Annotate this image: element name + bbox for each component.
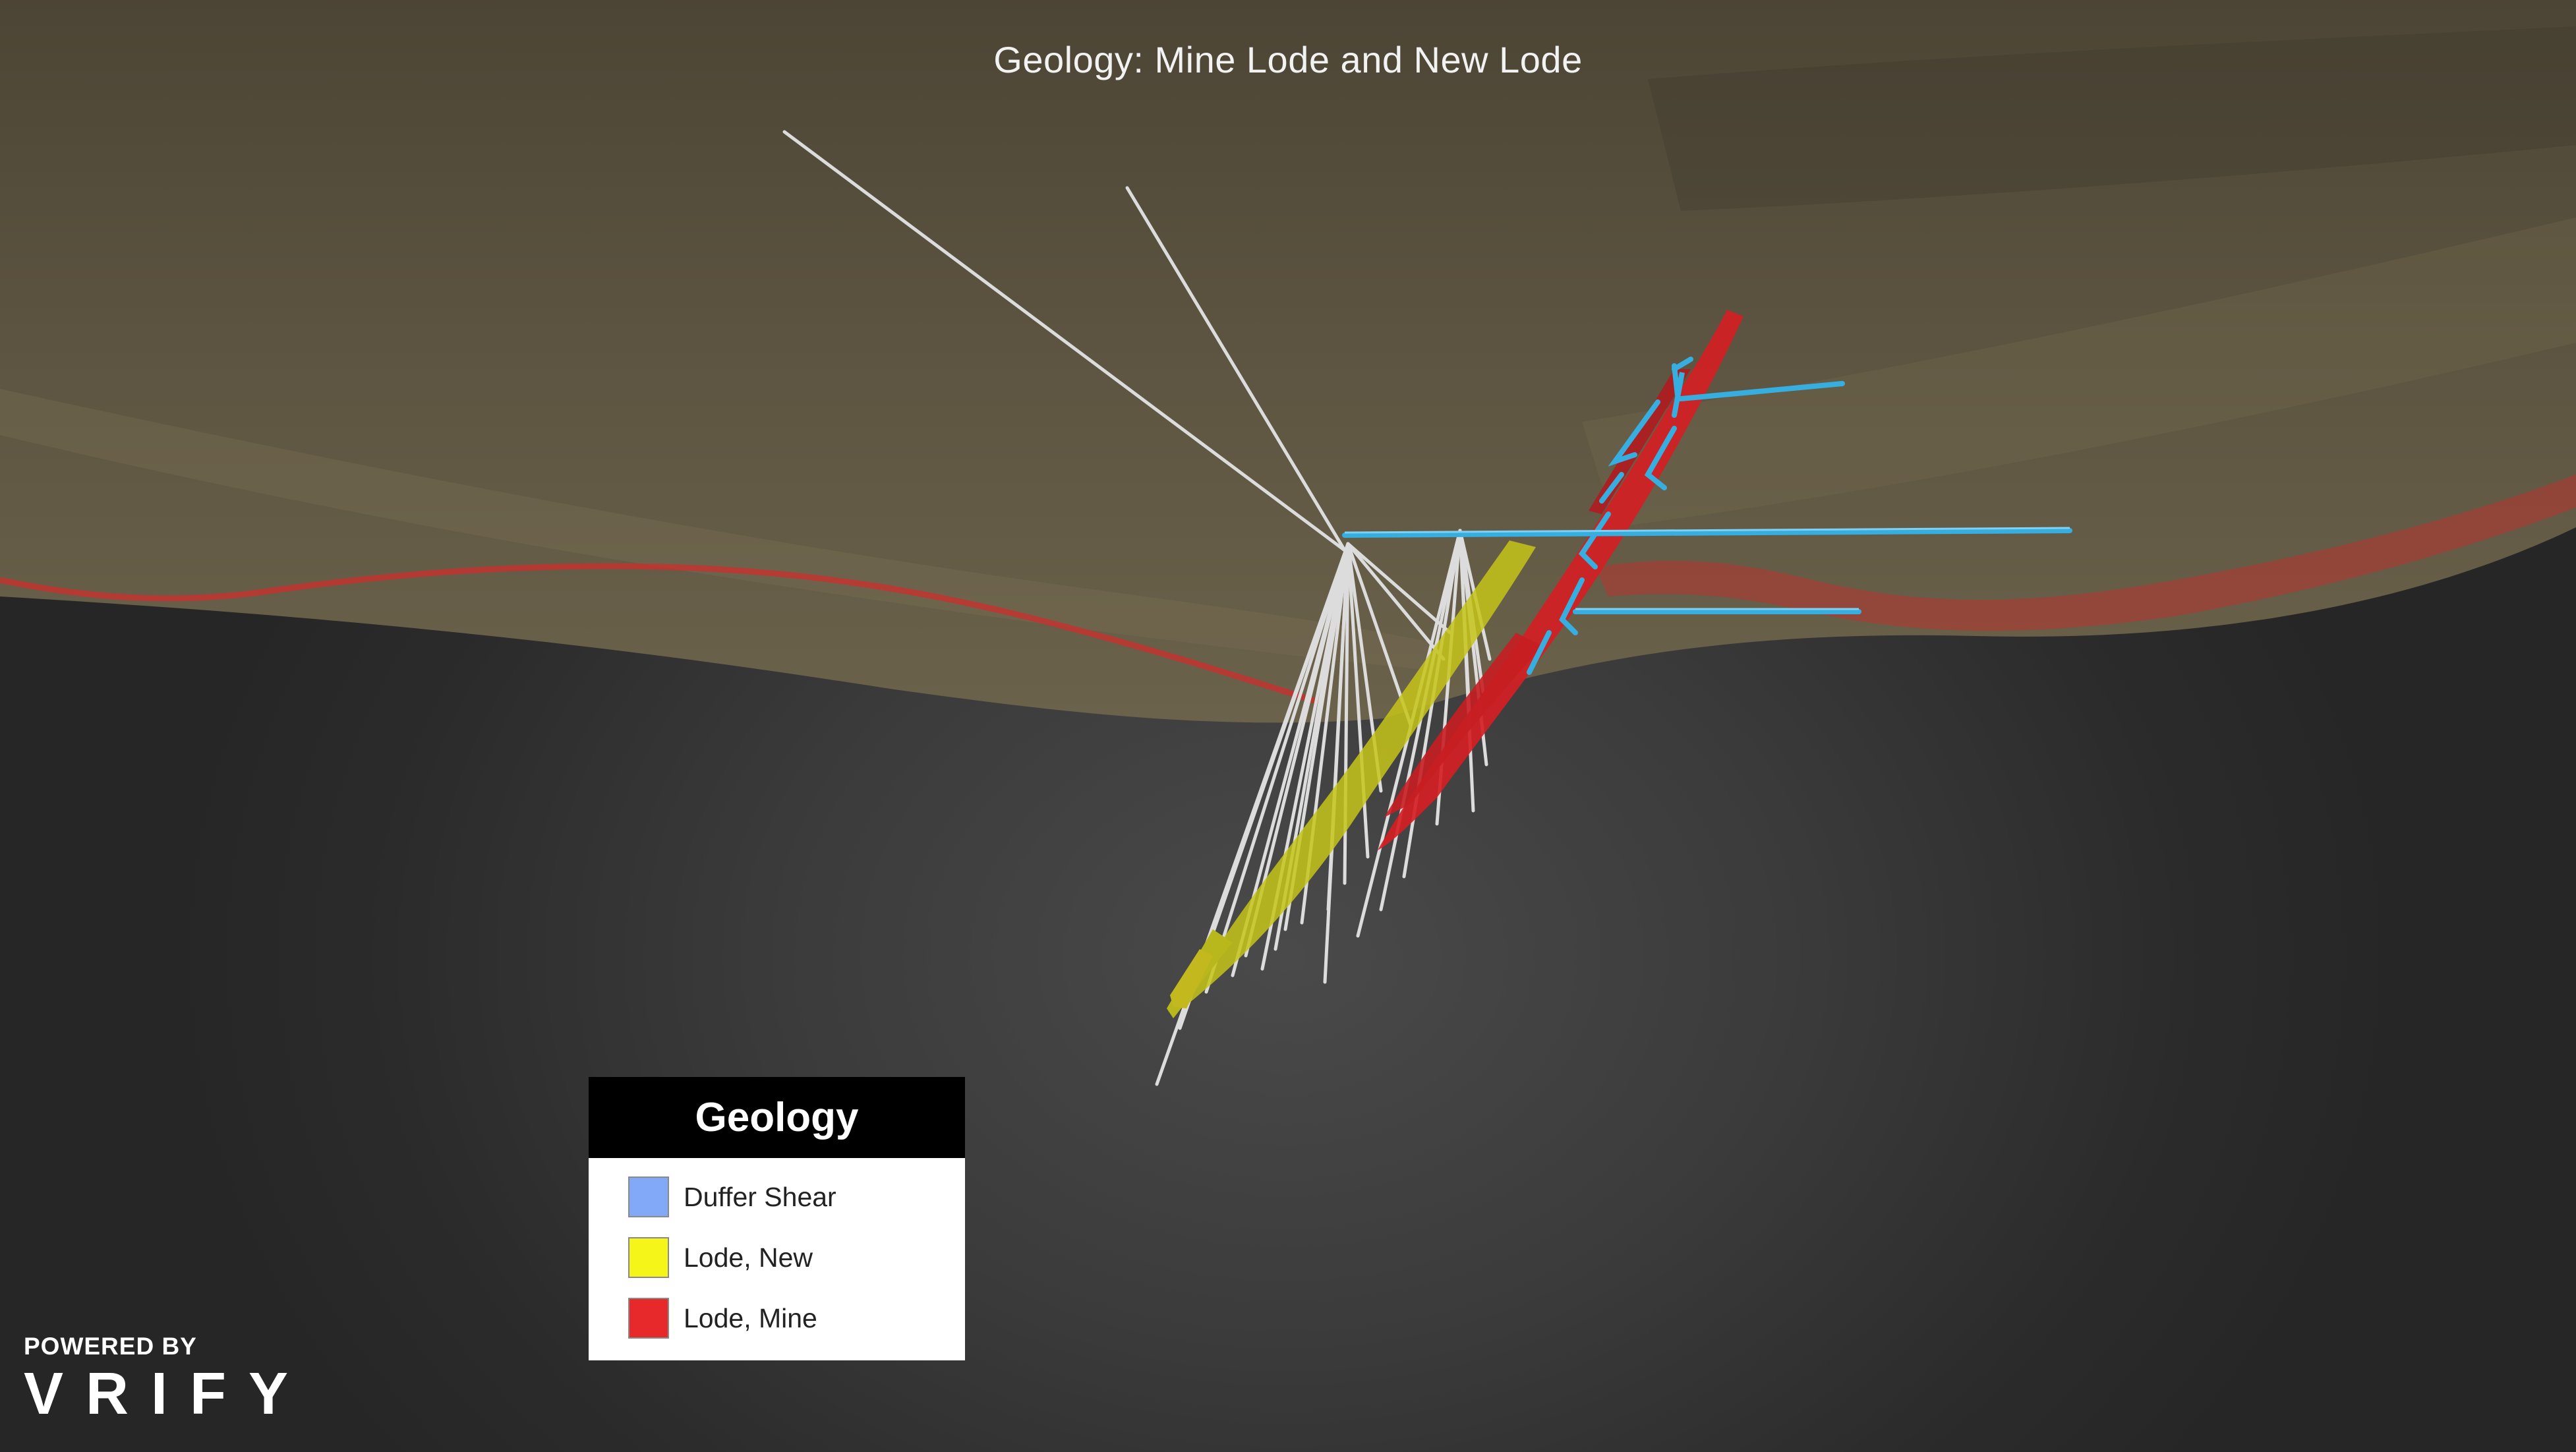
legend-item-duffer-shear: Duffer Shear xyxy=(628,1176,836,1218)
powered-by-brand: POWERED BY VRIFY xyxy=(24,1333,310,1424)
legend-item-lode-mine: Lode, Mine xyxy=(628,1297,817,1339)
legend-swatch-duffer-shear xyxy=(628,1176,669,1217)
legend-label-duffer-shear: Duffer Shear xyxy=(684,1181,836,1212)
view-title: Geology: Mine Lode and New Lode xyxy=(993,39,1583,80)
legend-swatch-lode-new xyxy=(628,1237,669,1278)
terrain-surface xyxy=(0,0,2576,723)
legend-title: Geology xyxy=(589,1077,965,1158)
legend-label-lode-new: Lode, New xyxy=(684,1242,813,1273)
mine-lode-surface-trace-right xyxy=(1595,475,2576,631)
vrify-logo: VRIFY xyxy=(24,1361,311,1427)
workings-highlight xyxy=(1344,527,2070,610)
lode-mine-upper-sliver xyxy=(1589,369,1691,514)
legend-item-lode-new: Lode, New xyxy=(628,1236,813,1279)
powered-by-label: POWERED BY xyxy=(24,1333,197,1360)
terrain-upper-band xyxy=(1648,26,2576,211)
legend-swatch-lode-mine xyxy=(628,1298,669,1339)
underground-workings xyxy=(1342,357,2072,675)
terrain-highlight-right xyxy=(1582,218,2576,527)
lode-new-tip xyxy=(1170,949,1213,1008)
legend-label-lode-mine: Lode, Mine xyxy=(684,1302,817,1333)
terrain-highlight xyxy=(0,389,1450,672)
geology-legend: Geology Duffer Shear Lode, New Lode, Min… xyxy=(589,1077,965,1360)
lode-mine-lower xyxy=(1384,633,1542,817)
mine-lode-surface-trace-left xyxy=(0,563,1320,705)
lode-new-body xyxy=(1186,540,1536,1005)
